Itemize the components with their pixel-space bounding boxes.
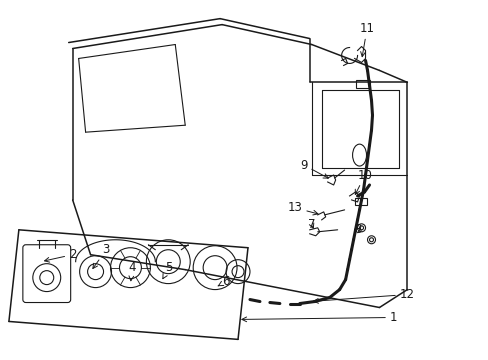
Text: 5: 5 [163,261,172,279]
Text: 2: 2 [44,248,76,262]
Text: 11: 11 [359,22,374,57]
Bar [355,80,369,88]
Text: 13: 13 [287,201,317,215]
Text: 9: 9 [300,158,327,178]
Text: 1: 1 [242,311,396,324]
Text: 8: 8 [354,223,361,236]
Text: 4: 4 [128,261,136,281]
Text: 7: 7 [307,218,315,231]
Bar [354,198,366,205]
Text: 12: 12 [313,288,413,303]
Text: 6: 6 [218,275,229,288]
Text: 3: 3 [93,243,110,269]
Text: 10: 10 [355,168,372,194]
